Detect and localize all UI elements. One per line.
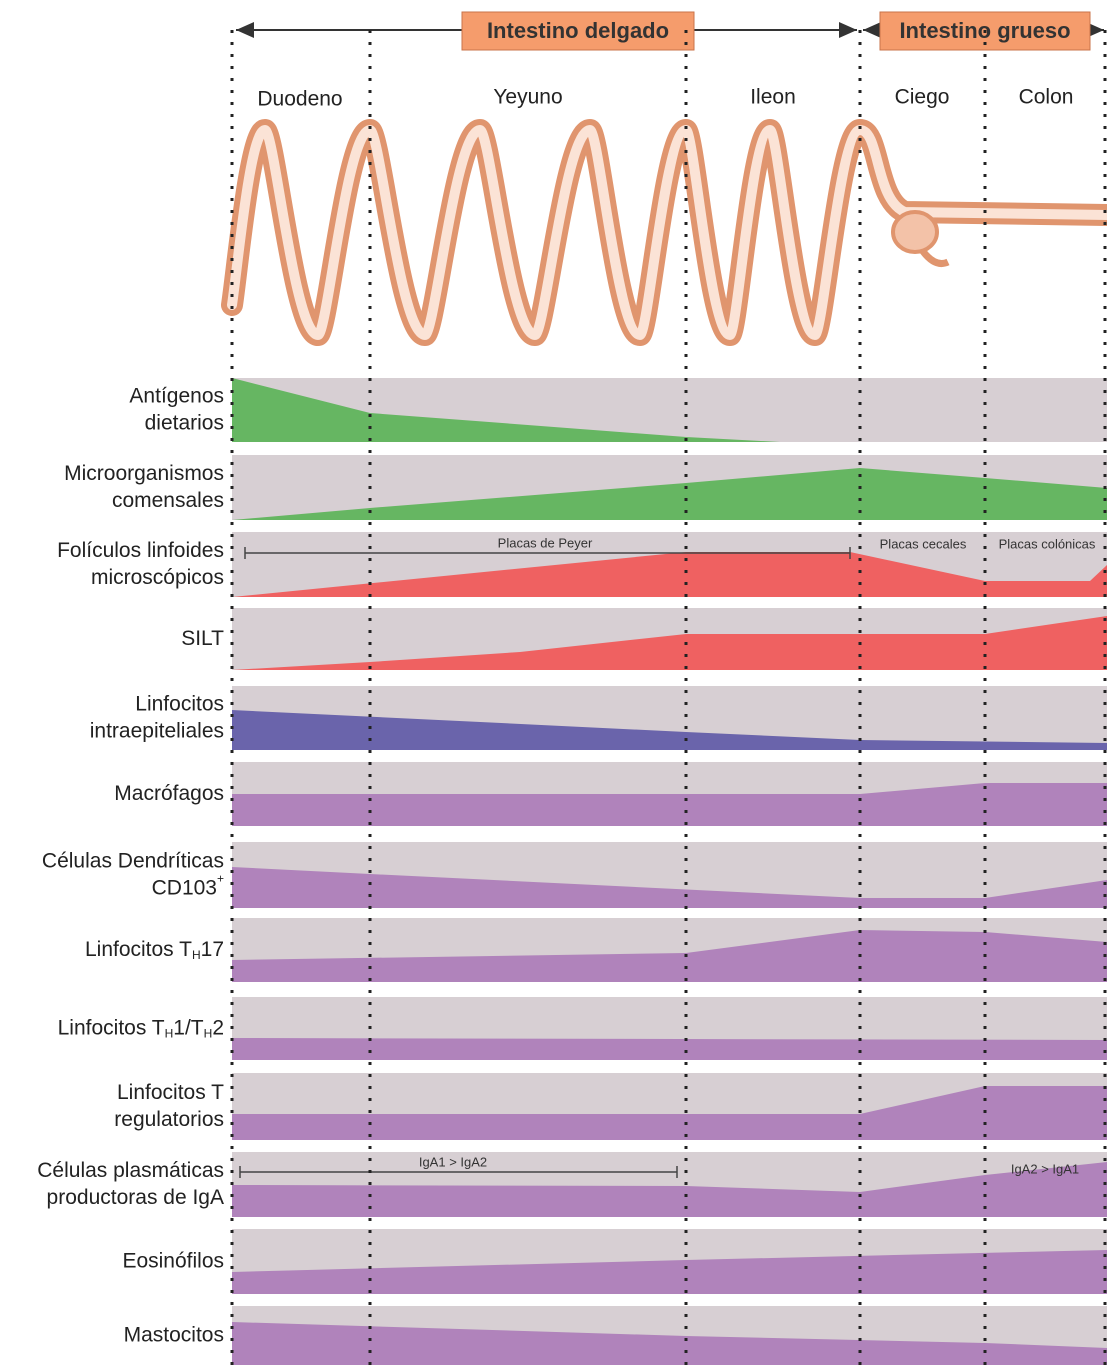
- row-label: Células Dendríticas: [42, 849, 224, 872]
- row-label: Linfocitos TH1/TH2: [58, 1016, 224, 1041]
- row-label: Mastocitos: [124, 1323, 224, 1346]
- row-label: regulatorios: [114, 1108, 224, 1131]
- row-label-part: Microorganismos: [64, 462, 224, 485]
- header: Intestino delgado Intestino grueso: [236, 12, 1104, 50]
- row-label: Linfocitos: [135, 692, 224, 715]
- row-label-part: Linfocitos T: [117, 1081, 224, 1104]
- row-label: intraepiteliales: [90, 719, 224, 742]
- gut-immunity-diagram: Intestino delgado Intestino grueso Duode…: [0, 0, 1107, 1365]
- row-label-part: productoras de IgA: [47, 1186, 224, 1209]
- row-label-part: dietarios: [145, 411, 224, 434]
- annotation: IgA2 > IgA1: [1011, 1161, 1079, 1176]
- row-label-part: H: [165, 1027, 174, 1041]
- annotation: Placas de Peyer: [498, 535, 593, 550]
- segment-label: Colon: [1019, 86, 1074, 109]
- row-label-part: intraepiteliales: [90, 719, 224, 742]
- header-label: Intestino delgado: [487, 18, 669, 43]
- segment-label: Yeyuno: [493, 86, 562, 109]
- row-label-part: Mastocitos: [124, 1323, 224, 1346]
- row-label: dietarios: [145, 411, 224, 434]
- row-label-part: Linfocitos T: [85, 938, 192, 961]
- row-label-part: H: [204, 1027, 213, 1041]
- row-label: SILT: [181, 627, 224, 650]
- row-label: microscópicos: [91, 566, 224, 589]
- annotation: Placas colónicas: [999, 536, 1096, 551]
- row-label-part: Eosinófilos: [122, 1249, 224, 1272]
- row-label: comensales: [112, 489, 224, 512]
- row-label-part: H: [192, 948, 201, 962]
- row-label: Linfocitos TH17: [85, 938, 224, 963]
- intestine-drawing: [232, 130, 1107, 335]
- row-label-part: Folículos linfoides: [57, 539, 224, 562]
- row-label-part: Linfocitos T: [58, 1016, 165, 1039]
- row-label-part: Células Dendríticas: [42, 849, 224, 872]
- row-label: Linfocitos T: [117, 1081, 224, 1104]
- cecum: [893, 212, 937, 252]
- row-label-part: regulatorios: [114, 1108, 224, 1131]
- row-label: Folículos linfoides: [57, 539, 224, 562]
- annotation: IgA1 > IgA2: [419, 1154, 487, 1169]
- row-label: Antígenos: [129, 384, 224, 407]
- annotation: Placas cecales: [880, 536, 967, 551]
- row-label-part: Macrófagos: [114, 782, 224, 805]
- row-label-part: Células plasmáticas: [37, 1159, 224, 1182]
- row-label: Células plasmáticas: [37, 1159, 224, 1182]
- rows: Antígenos dietarios Microorganismos comensa…: [37, 378, 1107, 1365]
- row-label-part: Antígenos: [129, 384, 224, 407]
- row-label-part: microscópicos: [91, 566, 224, 589]
- row-profile: [232, 1038, 1107, 1060]
- appendix: [922, 250, 948, 264]
- row-label-part: SILT: [181, 627, 224, 650]
- row-label-part: 2: [212, 1016, 224, 1039]
- row-label-part: CD103: [152, 876, 217, 899]
- row-label-part: comensales: [112, 489, 224, 512]
- segment-label: Ileon: [750, 86, 796, 109]
- row-label-part: 1/T: [173, 1016, 204, 1039]
- row-label: Microorganismos: [64, 462, 224, 485]
- row-label: productoras de IgA: [47, 1186, 224, 1209]
- row-label-part: +: [217, 872, 224, 886]
- row-label: Macrófagos: [114, 782, 224, 805]
- segment-label: Duodeno: [257, 88, 342, 111]
- segment-label: Ciego: [895, 86, 950, 109]
- row-label-part: Linfocitos: [135, 692, 224, 715]
- row-label: Eosinófilos: [122, 1249, 224, 1272]
- row-label: CD103+: [152, 872, 224, 899]
- row-label-part: 17: [201, 938, 224, 961]
